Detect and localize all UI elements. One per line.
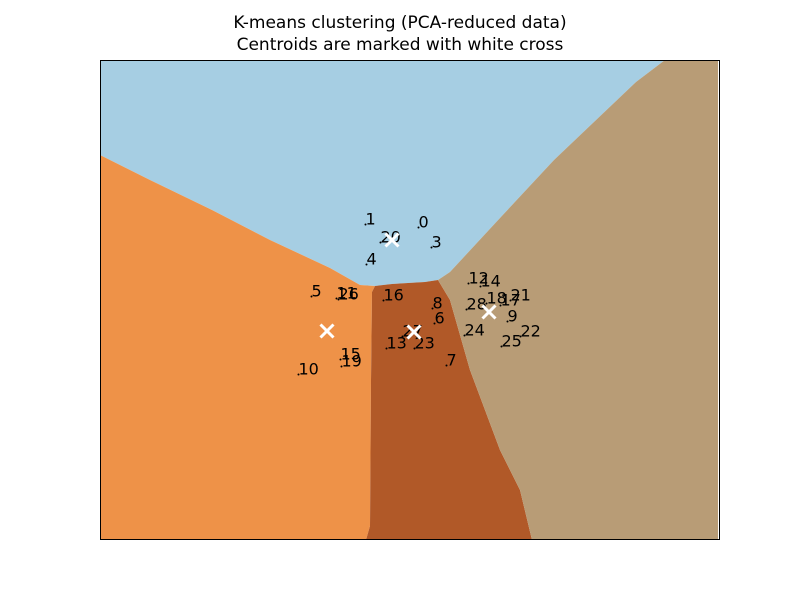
data-point-label: 24 (465, 321, 485, 340)
data-point-label: 10 (299, 360, 319, 379)
data-point-28 (465, 308, 468, 311)
chart-subtitle: Centroids are marked with white cross (236, 35, 564, 55)
data-point-label: 25 (502, 332, 522, 351)
data-point-label: 6 (435, 309, 445, 328)
data-point-13 (385, 347, 388, 350)
centroid-markers (319, 232, 497, 340)
data-point-20 (379, 241, 382, 244)
data-point-17 (499, 304, 502, 307)
data-point-label: 12 (469, 269, 489, 288)
data-point-label: 22 (521, 322, 541, 341)
data-point-label: 15 (341, 345, 361, 364)
data-point-label: 7 (447, 351, 457, 370)
centroid-marker-0 (384, 232, 400, 248)
data-point-12 (467, 282, 470, 285)
cluster-region-2 (366, 280, 532, 540)
data-point-19 (340, 365, 343, 368)
data-point-18 (485, 302, 488, 305)
chart-title: K-means clustering (PCA-reduced data) (233, 13, 567, 33)
data-point-label: 28 (467, 295, 487, 314)
decision-regions (100, 60, 718, 540)
data-point-23 (413, 347, 416, 350)
data-point-label: 4 (367, 250, 377, 269)
data-point-label: 26 (339, 285, 359, 304)
data-point-label: 21 (511, 286, 531, 305)
cluster-region-1 (100, 155, 375, 540)
data-point-label: 8 (433, 294, 443, 313)
data-point-24 (463, 334, 466, 337)
data-point-10 (297, 373, 300, 376)
data-point-6 (433, 322, 436, 325)
data-point-0 (417, 226, 420, 229)
data-point-label: 0 (419, 213, 429, 232)
data-point-9 (506, 320, 509, 323)
data-point-label: 16 (384, 286, 404, 305)
plot-frame (100, 60, 720, 540)
centroid-marker-1 (319, 323, 335, 339)
cluster-region-0 (100, 60, 665, 286)
centroid-marker-2 (406, 324, 422, 340)
data-point-label: 19 (342, 352, 362, 371)
data-point-7 (445, 364, 448, 367)
data-point-1 (364, 223, 367, 226)
data-point-label: 14 (481, 272, 501, 291)
centroid-marker-3 (481, 304, 497, 320)
data-point-25 (500, 345, 503, 348)
data-point-16 (382, 299, 385, 302)
data-point-14 (479, 285, 482, 288)
data-point-label: 9 (508, 307, 518, 326)
data-point-15 (339, 358, 342, 361)
data-point-27 (401, 335, 404, 338)
data-point-label: 11 (337, 284, 357, 303)
data-point-4 (365, 263, 368, 266)
data-point-22 (519, 335, 522, 338)
data-point-label: 5 (312, 282, 322, 301)
data-point-11 (335, 297, 338, 300)
data-point-21 (509, 299, 512, 302)
data-point-label: 3 (432, 233, 442, 252)
data-point-label: 13 (387, 334, 407, 353)
data-point-label: 1 (366, 210, 376, 229)
data-point-26 (337, 298, 340, 301)
data-point-label: 18 (487, 289, 507, 308)
data-point-8 (431, 307, 434, 310)
data-point-3 (430, 246, 433, 249)
data-point-5 (310, 295, 313, 298)
cluster-region-3 (438, 60, 718, 540)
